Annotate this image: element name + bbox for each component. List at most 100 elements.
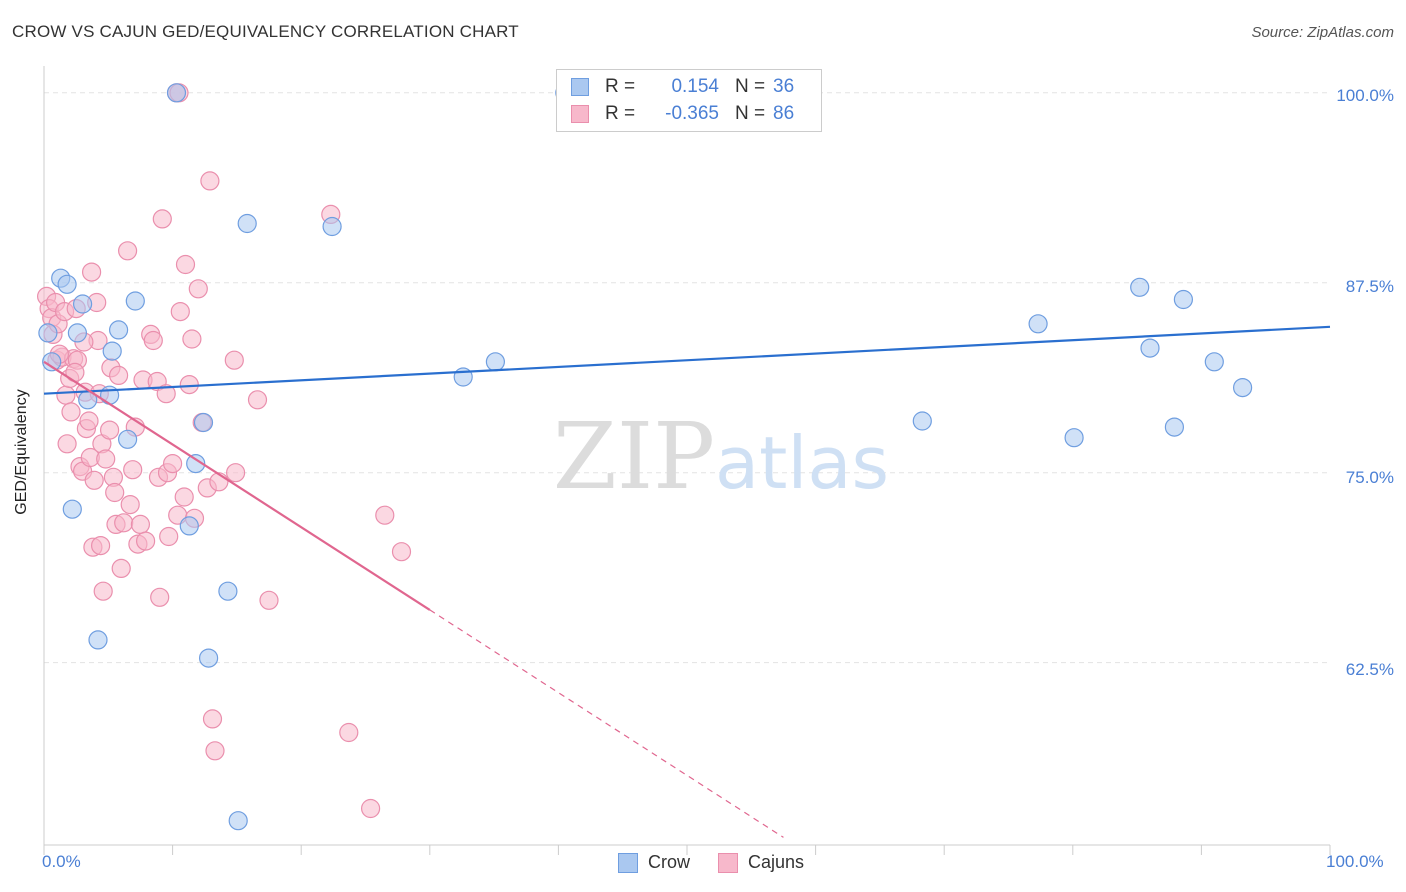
cajun-point (361, 798, 381, 819)
crow-point (199, 648, 219, 668)
crow-point (57, 274, 77, 294)
crow-point (1173, 289, 1194, 310)
cajun-point (200, 171, 220, 191)
cajun-point (114, 513, 134, 533)
crow-point (72, 294, 93, 314)
cajun-point (226, 463, 246, 483)
y-tick-label: 100.0% (1336, 86, 1394, 105)
x-tick-label: 0.0% (42, 852, 81, 871)
cajun-point (96, 449, 116, 469)
crow-point (228, 811, 248, 831)
cajun-point (375, 505, 395, 525)
crow-point (88, 630, 108, 650)
crow-point (1028, 314, 1048, 334)
crow-point (237, 213, 257, 234)
cajun-point (117, 241, 138, 261)
cajun-point (57, 434, 77, 454)
cajun-point (179, 375, 199, 395)
crow-swatch (571, 78, 589, 96)
trend-lines (43, 325, 1331, 838)
cajun-point (56, 385, 76, 405)
y-tick-label: 87.5% (1345, 277, 1394, 296)
crow-point (1064, 428, 1084, 448)
cajun-point (202, 709, 223, 729)
cajun-point (156, 384, 176, 404)
crow-point (42, 352, 62, 372)
cajun-point (99, 420, 120, 440)
legend-label-cajuns: Cajuns (748, 852, 805, 872)
legend-row-cajuns: R = -0.365 N = 86 (557, 101, 794, 127)
cajun-point (170, 302, 190, 322)
cajun-point (111, 558, 131, 579)
x-tick-label: 100.0% (1326, 852, 1384, 871)
cajun-point (105, 482, 125, 503)
cajun-legend-swatch (718, 852, 739, 873)
crow-point (102, 341, 122, 361)
r-value: 0.154 (671, 76, 719, 97)
legend-item-cajuns[interactable]: Cajuns (718, 852, 804, 873)
crow-point (912, 411, 932, 431)
crow-point (1140, 338, 1160, 358)
n-label: N = (735, 76, 766, 97)
crow-point (1164, 417, 1185, 437)
crow-point (125, 291, 145, 311)
cajun-point (150, 587, 170, 607)
cajun-trend-line (43, 360, 431, 611)
y-tick-label: 62.5% (1345, 660, 1394, 679)
r-label: R = (605, 76, 636, 97)
crow-point (117, 429, 138, 449)
crow-point (218, 581, 238, 601)
cajun-point (61, 402, 81, 422)
crow-point (108, 320, 129, 340)
legend-item-crow[interactable]: Crow (618, 852, 690, 873)
cajun-point (188, 279, 208, 299)
series-legend: Crow Cajuns (618, 852, 832, 873)
cajun-point (93, 581, 113, 601)
cajun-point (143, 330, 163, 351)
n-label: N = (735, 103, 766, 124)
crow-point (1204, 352, 1224, 372)
crow-point (485, 352, 505, 372)
axes (43, 66, 1331, 855)
legend-row-crow: R = 0.154 N = 36 (557, 74, 794, 100)
cajun-point (84, 470, 104, 490)
cajun-point (247, 390, 268, 410)
cajun-point (123, 460, 143, 480)
crow-point (38, 323, 58, 343)
cajun-point (120, 495, 140, 515)
r-value: -0.365 (665, 103, 719, 124)
cajun-point (224, 350, 244, 370)
y-axis-label: GED/Equivalency (13, 389, 30, 515)
crow-legend-swatch (618, 852, 638, 873)
crow-point (1232, 378, 1253, 398)
crow-point (179, 516, 199, 536)
y-tick-label: 75.0% (1345, 468, 1394, 487)
crow-point (193, 412, 214, 433)
chart-title: CROW VS CAJUN GED/EQUIVALENCY CORRELATIO… (12, 22, 519, 41)
legend-label-crow: Crow (648, 852, 691, 872)
crow-points (38, 83, 1253, 831)
cajun-swatch (571, 105, 589, 123)
cajun-point (175, 254, 196, 275)
crow-point (1130, 277, 1150, 297)
n-value: 36 (773, 76, 795, 97)
cajun-point (163, 454, 183, 474)
cajun-point (152, 209, 172, 229)
cajun-point (130, 514, 150, 535)
cajun-point (159, 526, 179, 547)
cajun-points (36, 83, 412, 819)
cajun-point (205, 741, 225, 761)
crow-trend-line (43, 325, 1331, 395)
cajun-trend-line-extension (429, 609, 784, 838)
stats-legend: R = 0.154 N = 36 R = -0.365 N = 86 (556, 69, 822, 132)
watermark-zip: ZIP (553, 403, 715, 510)
crow-point (322, 216, 342, 237)
crow-point (166, 83, 187, 103)
cajun-point (391, 542, 412, 562)
cajun-point (339, 722, 359, 743)
cajun-point (79, 411, 99, 431)
cajun-point (136, 531, 156, 551)
cajun-point (174, 487, 194, 507)
n-value: 86 (773, 103, 795, 124)
